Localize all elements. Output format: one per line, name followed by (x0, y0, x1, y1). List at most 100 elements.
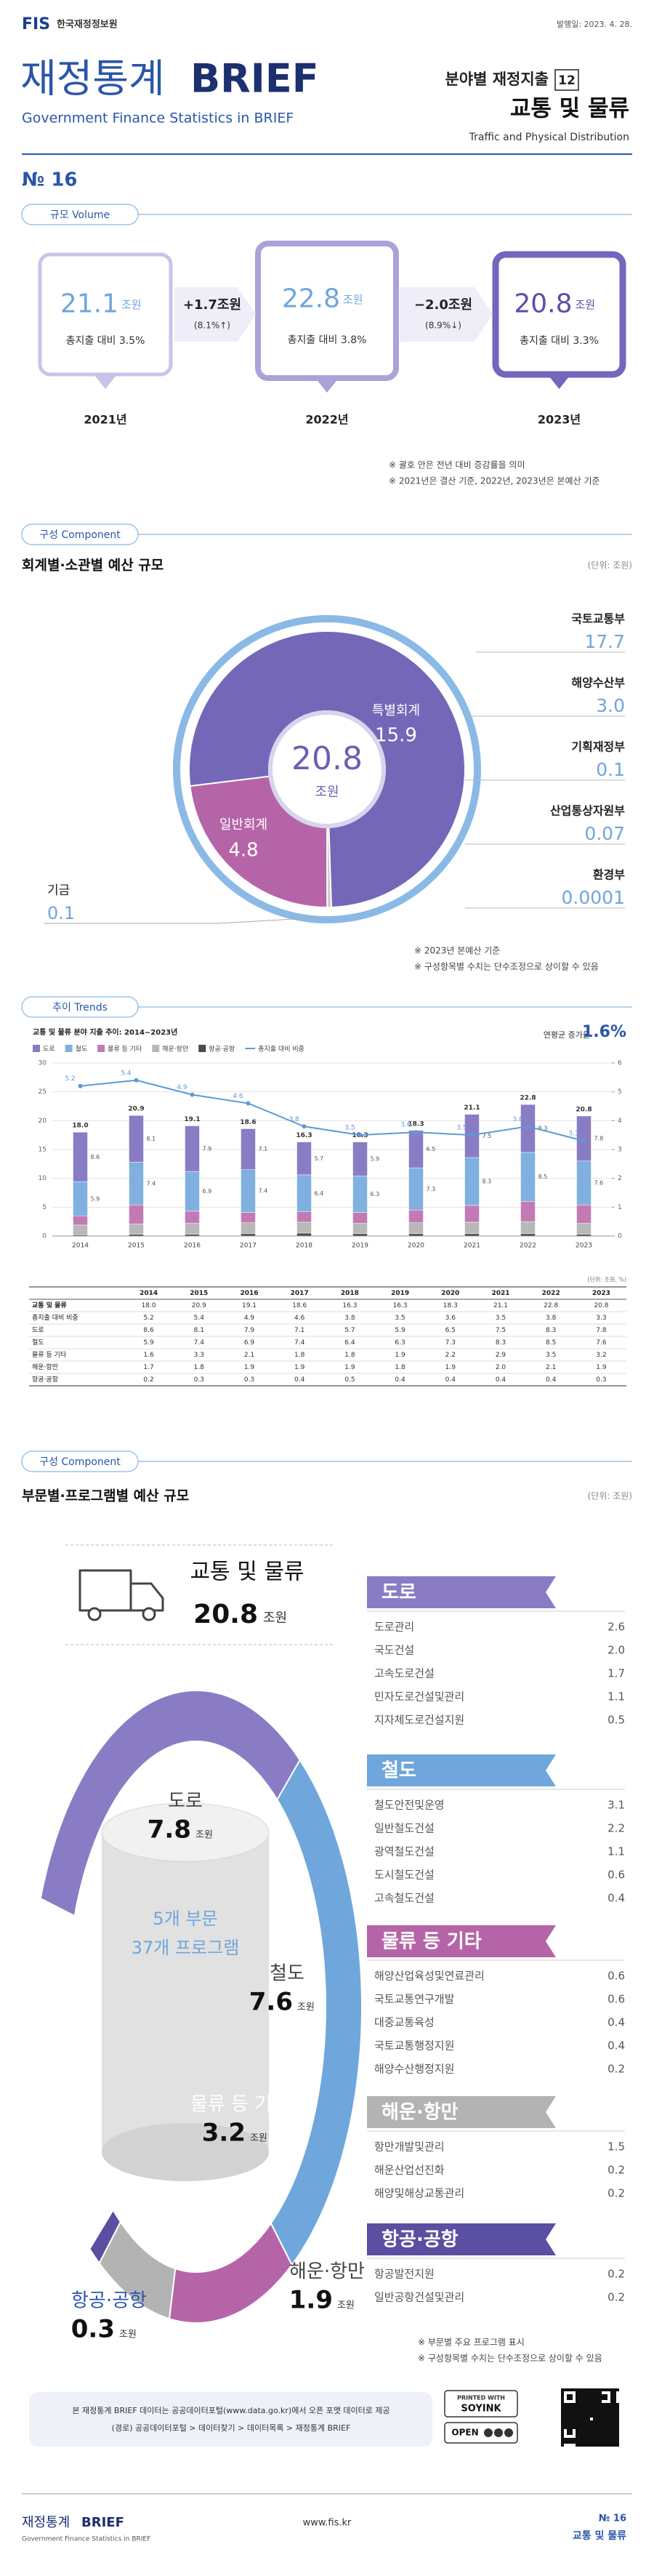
bar-total-label: 18.0 (72, 1123, 88, 1130)
table-cell: 0.2 (143, 1376, 153, 1384)
qr-cell (561, 2388, 564, 2391)
bar-total-label: 18.6 (240, 1119, 256, 1126)
qr-cell (564, 2441, 567, 2444)
table-cell: 21.1 (493, 1302, 508, 1309)
qr-cell (584, 2438, 587, 2441)
bar-segment (352, 1223, 368, 1235)
table-cell: 0.5 (344, 1376, 355, 1384)
qr-cell (602, 2417, 605, 2420)
volume-year: 2021년 (84, 413, 126, 427)
y-tick-label: 30 (39, 1060, 47, 1067)
segment-label: 7.9 (203, 1145, 212, 1152)
qr-cell (605, 2415, 607, 2417)
qr-cell (570, 2420, 573, 2423)
change-value: −2.0조원 (414, 297, 472, 313)
qr-cell (578, 2438, 581, 2441)
qr-cell (610, 2415, 613, 2417)
qr-cell (578, 2435, 581, 2438)
qr-cell (613, 2391, 616, 2394)
sector-unit: 조원 (250, 2133, 267, 2144)
qr-cell (616, 2426, 619, 2429)
segment-label: 6.3 (371, 1191, 380, 1197)
sector-total: 20.8 (193, 1600, 258, 1629)
table-row-label: 도로 (32, 1327, 44, 1334)
qr-cell (573, 2412, 576, 2415)
qr-cell (599, 2423, 602, 2426)
program-name: 해양및해상교통관리 (374, 2187, 464, 2200)
qr-cell (610, 2406, 613, 2409)
qr-cell (590, 2388, 593, 2391)
sector-unit: 조원 (337, 2300, 355, 2311)
qr-cell (570, 2409, 573, 2412)
qr-cell (570, 2415, 573, 2417)
y-tick-label: 10 (39, 1175, 47, 1182)
qr-cell (593, 2435, 596, 2438)
bar-segment (241, 1169, 256, 1213)
x-tick-label: 2019 (352, 1243, 368, 1250)
account-note: ※ 구성항목별 수치는 단수조정으로 상이할 수 있음 (414, 962, 599, 972)
qr-cell (616, 2409, 619, 2412)
program-value: 2.0 (607, 1644, 625, 1657)
qr-cell (581, 2394, 584, 2397)
qr-cell (596, 2406, 599, 2409)
sector-value: 0.3 (71, 2315, 115, 2344)
qr-cell (602, 2409, 605, 2412)
account-note: ※ 2023년 본예산 기준 (414, 946, 500, 956)
qr-cell (564, 2426, 567, 2429)
qr-cell (581, 2420, 584, 2423)
table-row-label: 총지출 대비 비중 (32, 1314, 78, 1322)
qr-cell (578, 2444, 581, 2447)
qr-cell (593, 2400, 596, 2403)
x-tick-label: 2018 (296, 1243, 312, 1250)
qr-cell (590, 2420, 593, 2423)
qr-cell (570, 2417, 573, 2420)
segment-label: 8.3 (538, 1126, 548, 1132)
qr-cell (590, 2444, 593, 2447)
volume-box (38, 252, 173, 377)
qr-cell (607, 2432, 610, 2435)
table-cell: 1.9 (344, 1364, 355, 1371)
qr-cell (587, 2441, 590, 2444)
qr-cell (576, 2400, 578, 2403)
qr-cell (599, 2394, 602, 2397)
qr-cell (587, 2403, 590, 2406)
qr-cell (596, 2441, 599, 2444)
qr-cell (561, 2417, 564, 2420)
sector-unit: 조원 (119, 2330, 137, 2340)
section-heading: 회계별·소관별 예산 규모 (22, 558, 164, 574)
qr-cell (599, 2444, 602, 2447)
ministry-name: 해양수산부 (571, 676, 625, 690)
qr-cell (596, 2397, 599, 2400)
program-name: 항공발전지원 (374, 2268, 435, 2281)
qr-cell (593, 2420, 596, 2423)
qr-cell (561, 2394, 564, 2397)
account-value: 15.9 (375, 725, 417, 747)
program-value: 1.5 (607, 2140, 625, 2154)
qr-cell (561, 2412, 564, 2415)
qr-cell (613, 2423, 616, 2426)
qr-cell (613, 2412, 616, 2415)
table-cell: 6.3 (395, 1339, 405, 1347)
qr-cell (561, 2429, 564, 2432)
qr-cell (610, 2429, 613, 2432)
qr-cell (570, 2394, 573, 2397)
sector-name: 도로 (168, 1791, 203, 1813)
issue-number: № 16 (22, 169, 78, 191)
section-tag-label: 추이 Trends (52, 1002, 108, 1014)
bar-segment (129, 1162, 144, 1205)
qr-cell (590, 2403, 593, 2406)
qr-cell (576, 2420, 578, 2423)
x-tick-label: 2015 (128, 1243, 145, 1250)
qr-cell (581, 2400, 584, 2403)
qr-cell (581, 2415, 584, 2417)
ministry-name: 환경부 (593, 868, 625, 882)
qr-cell (602, 2412, 605, 2415)
qr-cell (578, 2403, 581, 2406)
program-value: 0.2 (607, 2268, 625, 2281)
table-cell: 0.3 (194, 1376, 204, 1384)
program-value: 3.1 (607, 1799, 625, 1812)
qr-cell (564, 2412, 567, 2415)
qr-cell (613, 2417, 616, 2420)
ministry-value: 0.0001 (562, 887, 625, 908)
qr-cell (607, 2426, 610, 2429)
